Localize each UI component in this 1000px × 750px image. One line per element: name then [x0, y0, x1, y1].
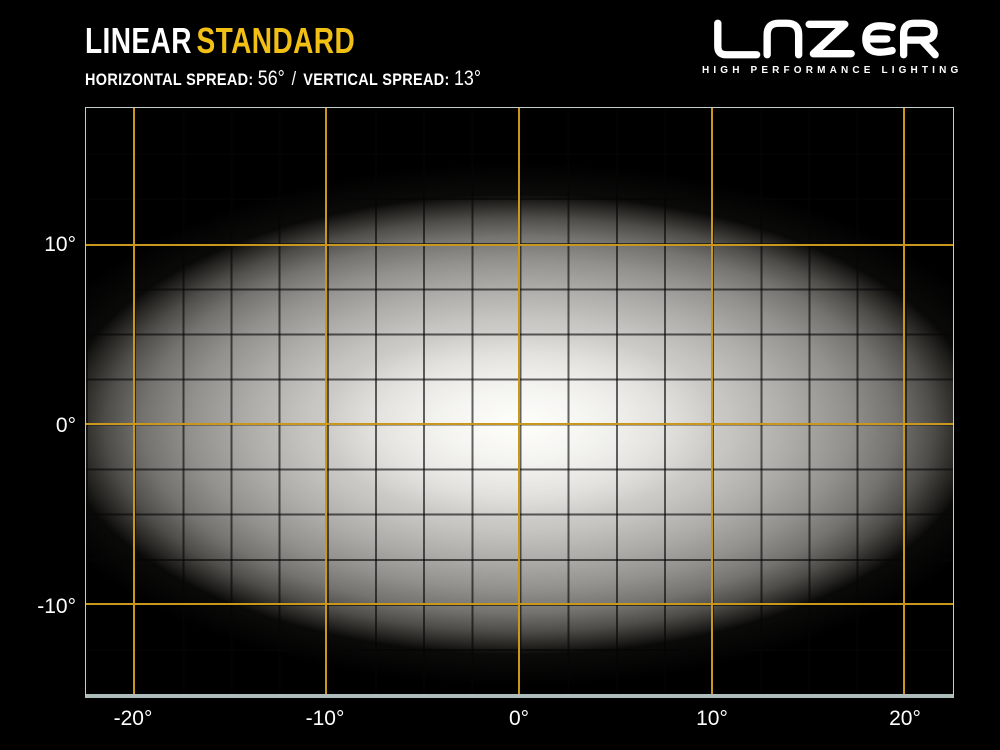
major-gridline-vertical [710, 108, 713, 694]
major-gridline-horizontal [86, 602, 953, 605]
x-axis-tick-label: 20° [889, 707, 921, 730]
lazer-logo: HIGH PERFORMANCE LIGHTING [700, 18, 963, 76]
x-axis-tick-label: -20° [113, 707, 153, 730]
beam-chart [85, 107, 954, 698]
x-axis-tick-label: 10° [696, 707, 728, 730]
horizontal-spread-label: HORIZONTAL SPREAD: [85, 69, 254, 89]
lazer-wordmark-icon [714, 19, 939, 59]
major-gridline-vertical [132, 108, 135, 694]
major-gridline-vertical [517, 108, 520, 694]
x-axis-tick-label: 0° [508, 707, 530, 730]
logo-tagline: HIGH PERFORMANCE LIGHTING [702, 65, 963, 76]
page-title: LINEAR STANDARD [85, 22, 455, 60]
x-axis-tick-label: -10° [305, 707, 345, 730]
major-gridline-vertical [903, 108, 906, 694]
title-secondary: STANDARD [196, 20, 356, 61]
major-gridline-horizontal [86, 423, 953, 426]
y-axis-tick-label: 10° [44, 233, 76, 256]
vertical-spread-value: 13° [453, 66, 481, 90]
spread-subtitle: HORIZONTAL SPREAD: 56° / VERTICAL SPREAD: 13… [85, 67, 488, 91]
major-gridline-vertical [325, 108, 328, 694]
header: LINEAR STANDARD HORIZONTAL SPREAD: 56° / VER… [85, 22, 559, 91]
subtitle-separator: / [291, 68, 297, 90]
horizontal-spread-value: 56° [257, 66, 285, 90]
y-axis-tick-label: -10° [37, 595, 76, 618]
y-axis-tick-label: 0° [55, 414, 76, 437]
title-primary: LINEAR [85, 20, 192, 61]
major-gridline-horizontal [86, 243, 953, 246]
vertical-spread-label: VERTICAL SPREAD: [303, 69, 450, 89]
